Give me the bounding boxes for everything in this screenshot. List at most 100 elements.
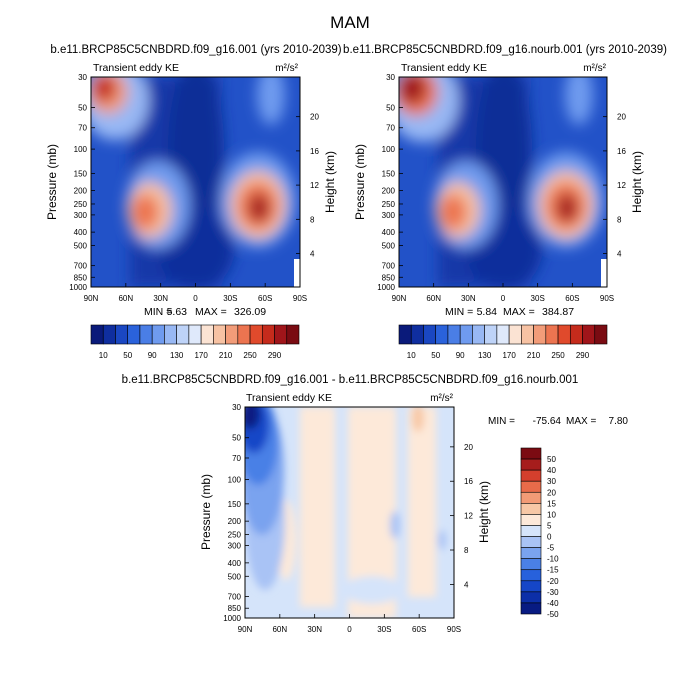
panel-2-colorbar-box	[435, 324, 449, 345]
panel-1-xtick-label: 60N	[118, 294, 133, 303]
panel-1-colorbar-box	[164, 324, 177, 345]
panel-3-colorbar-box	[520, 580, 542, 593]
panel-1-xticks: 90N 60N 30N 0 30S 60S 90S	[84, 283, 307, 303]
panel-3-colorbar-label: -10	[547, 555, 559, 564]
panel-2-ytick-label: 1000	[377, 283, 395, 292]
panel-1-colorbar-box	[188, 324, 202, 345]
panel-2-colorbar-box	[410, 324, 424, 345]
panel-1-xtick-label: 60S	[258, 294, 272, 303]
panel-3-max-value: 7.80	[609, 416, 629, 427]
panel-3-colorbar-label: -50	[547, 610, 559, 619]
panel-3-colorbar-box	[520, 569, 542, 582]
panel-3-colorbar-box	[520, 536, 542, 548]
panel-2-ytick-right-label: 20	[617, 113, 626, 122]
panel-2-max-label: MAX =	[503, 306, 535, 318]
panel-1-colorbar-box	[127, 324, 141, 345]
panel-2-ytick-label: 200	[382, 187, 396, 196]
panel-2-colorbar-box	[472, 324, 485, 345]
panel-3-max-label: MAX =	[566, 416, 596, 427]
panel-3-xtick-label: 90S	[447, 625, 461, 634]
panel-1-colorbar: 10 50 90 130 170 210 250 290	[90, 324, 300, 360]
panel-3-colorbar-label: 15	[547, 499, 556, 508]
panel-3: b.e11.BRCP85C5CNBDRD.f09_g16.001 - b.e11…	[122, 374, 629, 634]
panel-3-colorbar-box	[520, 480, 542, 493]
panel-2-ytick-label: 70	[386, 124, 395, 133]
panel-3-colorbar-label: 20	[547, 488, 556, 497]
panel-3-ytick-label: 500	[228, 572, 242, 581]
panel-1-ytick-right-label: 12	[310, 181, 319, 190]
panel-3-xtick-label: 60N	[272, 625, 287, 634]
panel-1-ytick-label: 200	[74, 187, 88, 196]
panel-3-ytick-label: 200	[228, 517, 242, 526]
panel-2-ytick-label: 300	[382, 211, 396, 220]
panel-2-xtick-label: 60S	[565, 294, 579, 303]
panel-2-colorbar-box	[545, 324, 559, 345]
panel-1-ylabel: Pressure (mb)	[45, 144, 59, 220]
panel-3-ytick-right-label: 8	[464, 546, 469, 555]
panel-1-colorbar-box	[90, 324, 104, 345]
panel-2-min-value: 5.84	[477, 306, 498, 318]
panel-3-colorbar-box	[520, 591, 542, 604]
panel-3-colorbar-box	[520, 458, 542, 471]
panel-2-xtick-label: 30N	[461, 294, 476, 303]
panel-2-colorbar-label: 90	[456, 351, 465, 360]
panel-2-colorbar-box	[594, 324, 608, 345]
panel-3-colorbar-label: -20	[547, 577, 559, 586]
panel-3-colorbar-box	[520, 469, 542, 482]
panel-3-colorbar-label: 40	[547, 466, 556, 475]
panel-1-colorbar-box	[115, 324, 129, 345]
panel-2-ytick-label: 850	[382, 273, 396, 282]
panel-1-colorbar-box	[237, 324, 251, 345]
panel-2-colorbar-label: 290	[576, 351, 590, 360]
panel-1-ytick-label: 30	[78, 73, 87, 82]
panel-1-xtick-label: 90S	[293, 294, 307, 303]
panel-3-colorbar-label: 5	[547, 521, 552, 530]
panel-3-ytick-label: 1000	[223, 614, 241, 623]
panel-2-colorbar-box	[582, 324, 596, 345]
panel-3-title: b.e11.BRCP85C5CNBDRD.f09_g16.001 - b.e11…	[122, 374, 579, 386]
panel-1-max-value: 326.09	[234, 306, 266, 318]
panel-2-field	[399, 77, 607, 287]
panel-2-ytick-label: 250	[382, 200, 396, 209]
panel-2-colorbar-box	[557, 324, 571, 345]
panel-2-xtick-label: 90N	[392, 294, 407, 303]
panel-3-ylabel: Pressure (mb)	[199, 474, 213, 550]
panel-1-colorbar-box	[213, 324, 226, 345]
panel-2-units: m²/s²	[583, 63, 606, 74]
panel-3-colorbar-box	[520, 447, 542, 460]
panel-2-colorbar-box	[423, 324, 437, 345]
panel-2-colorbar-box	[447, 324, 461, 345]
panel-2-colorbar: 10 50 90 130 170 210 250 290	[398, 324, 608, 360]
panel-1-xtick-label: 90N	[84, 294, 99, 303]
panel-1-colorbar-label: 90	[148, 351, 157, 360]
panel-2-colorbar-box	[508, 324, 522, 345]
panel-1-colorbar-box	[249, 324, 263, 345]
panel-2-ytick-label: 50	[386, 104, 395, 113]
panel-1-ytick-label: 400	[74, 228, 88, 237]
panel-3-ytick-label: 700	[228, 593, 242, 602]
panel-3-ytick-label: 30	[232, 403, 241, 412]
panel-1-xtick-label: 0	[193, 294, 198, 303]
panel-1-ytick-right-label: 16	[310, 147, 319, 156]
panel-2-ylabel: Pressure (mb)	[353, 144, 367, 220]
panel-2-title: b.e11.BRCP85C5CNBDRD.f09_g16.nourb.001 (…	[343, 44, 667, 56]
panel-3-ytick-label: 400	[228, 559, 242, 568]
panel-3-colorbar-label: 30	[547, 477, 556, 486]
panel-3-colorbar-label: 0	[547, 533, 552, 542]
panel-2-colorbar-box	[533, 324, 547, 345]
panel-3-xticks: 90N 60N 30N 0 30S 60S 90S	[238, 614, 461, 634]
panel-3-ytick-right-label: 4	[464, 580, 469, 589]
panel-3-ytick-label: 70	[232, 454, 241, 463]
panel-3-colorbar-label: -40	[547, 599, 559, 608]
panel-1-ytick-label: 250	[74, 200, 88, 209]
panel-1-colorbar-label: 10	[99, 351, 108, 360]
panel-2-colorbar-box	[569, 324, 583, 345]
panel-2-colorbar-box	[484, 324, 498, 345]
panel-2-colorbar-box	[459, 324, 473, 345]
panel-3-colorbar-label: -5	[547, 544, 555, 553]
panel-3-ytick-right-label: 16	[464, 477, 473, 486]
